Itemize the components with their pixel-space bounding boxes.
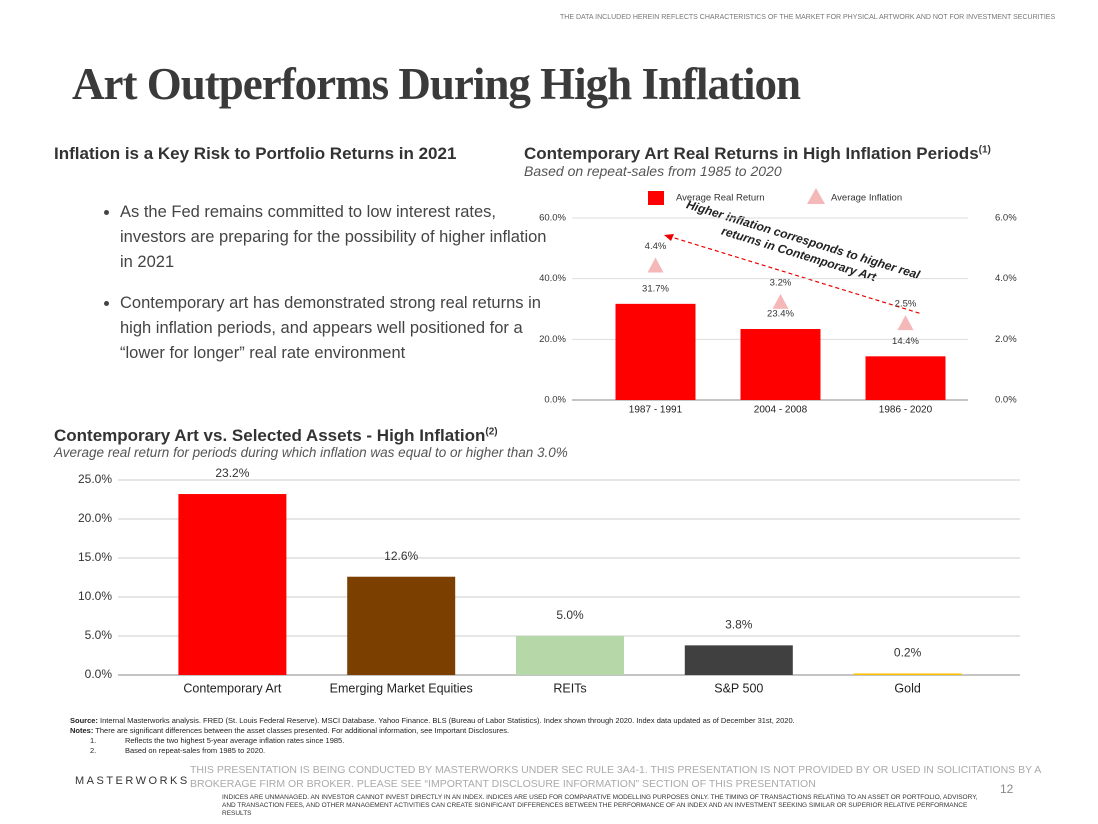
x-tick-label: S&P 500 — [714, 681, 763, 695]
x-tick-label: Contemporary Art — [183, 681, 281, 695]
x-tick-label: Gold — [894, 681, 920, 695]
chart-title-note: (1) — [978, 144, 991, 156]
bar — [178, 494, 287, 675]
footnotes: Source: Internal Masterworks analysis. F… — [70, 716, 1030, 756]
header-note: THE DATA INCLUDED HEREIN REFLECTS CHARAC… — [560, 14, 1056, 21]
bullet-list: As the Fed remains committed to low inte… — [80, 200, 550, 382]
page-number: 12 — [1000, 782, 1014, 796]
value-label: 5.0% — [556, 608, 584, 622]
footnote-text: Internal Masterworks analysis. FRED (St.… — [100, 716, 795, 725]
y-tick-label: 15.0% — [78, 550, 112, 564]
arrow-head — [664, 234, 674, 241]
y-tick-label: 10.0% — [78, 589, 112, 603]
footnote: 2. Based on repeat-sales from 1985 to 202… — [70, 746, 1030, 756]
value-label: 23.4% — [767, 309, 794, 320]
legend-label: Average Real Return — [676, 193, 765, 204]
bar — [684, 645, 793, 675]
logo: MASTERWORKS — [75, 775, 190, 787]
value-label: 2.5% — [895, 299, 917, 310]
value-label: 14.4% — [892, 336, 919, 347]
y2-tick-label: 4.0% — [995, 273, 1017, 284]
y-tick-label: 25.0% — [78, 472, 112, 486]
y-tick-label: 20.0% — [539, 334, 566, 345]
bullet: Contemporary art has demonstrated strong… — [120, 291, 550, 366]
footnote-label: Notes: — [70, 726, 94, 735]
footnote-text: There are significant differences betwee… — [95, 726, 510, 735]
chart-title-text: Contemporary Art Real Returns in High In… — [524, 144, 979, 163]
bar — [865, 356, 946, 400]
x-tick-label: Emerging Market Equities — [330, 681, 473, 695]
x-tick-label: 1986 - 2020 — [879, 405, 933, 416]
value-label: 31.7% — [642, 283, 669, 294]
chart-title: Contemporary Art vs. Selected Assets - H… — [54, 426, 498, 446]
inflation-marker — [772, 293, 789, 309]
annotation-arrow — [667, 235, 923, 315]
value-label: 3.2% — [770, 277, 792, 288]
y-tick-label: 0.0% — [85, 667, 113, 681]
bar — [516, 636, 624, 675]
value-label: 23.2% — [215, 466, 249, 480]
bullet: As the Fed remains committed to low inte… — [120, 200, 550, 275]
y2-tick-label: 0.0% — [995, 395, 1017, 406]
chart-title: Contemporary Art Real Returns in High In… — [524, 144, 991, 164]
footnote: 1. Reflects the two highest 5-year averag… — [70, 736, 1030, 746]
inflation-marker — [897, 315, 914, 331]
footnote-number: 2. — [90, 746, 97, 755]
value-label: 4.4% — [645, 241, 667, 252]
indices-note: INDICES ARE UNMANAGED. AN INVESTOR CANNO… — [222, 794, 978, 817]
y-tick-label: 20.0% — [78, 511, 112, 525]
chart-subtitle: Average real return for periods during w… — [54, 445, 568, 460]
footnote: Notes: There are significant differences… — [70, 726, 1030, 736]
value-label: 12.6% — [384, 549, 418, 563]
y2-tick-label: 2.0% — [995, 334, 1017, 345]
slide-title: Art Outperforms During High Inflation — [72, 59, 801, 109]
footnote-text: Based on repeat-sales from 1985 to 2020. — [125, 746, 266, 755]
footnote-label: Source: — [70, 716, 98, 725]
x-tick-label: REITs — [553, 681, 586, 695]
chart-title-text: Contemporary Art vs. Selected Assets - H… — [54, 426, 486, 445]
y-tick-label: 40.0% — [539, 273, 566, 284]
x-tick-label: 2004 - 2008 — [754, 405, 808, 416]
footnote-text: Reflects the two highest 5-year average … — [125, 736, 345, 745]
chart-title-note: (2) — [485, 426, 498, 438]
annotation-text: Higher inflation corresponds to higher r… — [685, 197, 922, 282]
bar — [347, 576, 456, 675]
y-tick-label: 5.0% — [85, 628, 113, 642]
section-heading: Inflation is a Key Risk to Portfolio Ret… — [54, 144, 457, 163]
legend-marker — [807, 188, 825, 204]
disclosure: THIS PRESENTATION IS BEING CONDUCTED BY … — [190, 764, 1041, 790]
y-tick-label: 60.0% — [539, 213, 566, 224]
bar — [615, 303, 696, 400]
chart-subtitle: Based on repeat-sales from 1985 to 2020 — [524, 163, 782, 179]
legend-label: Average Inflation — [831, 193, 902, 204]
inflation-marker — [647, 257, 664, 273]
footnote-number: 1. — [90, 736, 97, 745]
value-label: 3.8% — [725, 618, 753, 632]
value-label: 0.2% — [894, 646, 922, 660]
y-tick-label: 0.0% — [544, 395, 566, 406]
bar — [853, 673, 962, 675]
footnote: Source: Internal Masterworks analysis. F… — [70, 716, 1030, 726]
x-tick-label: 1987 - 1991 — [629, 405, 683, 416]
annotation: Higher inflation corresponds to higher r… — [664, 197, 923, 315]
legend-marker — [648, 191, 664, 205]
bar — [740, 329, 821, 400]
y2-tick-label: 6.0% — [995, 213, 1017, 224]
